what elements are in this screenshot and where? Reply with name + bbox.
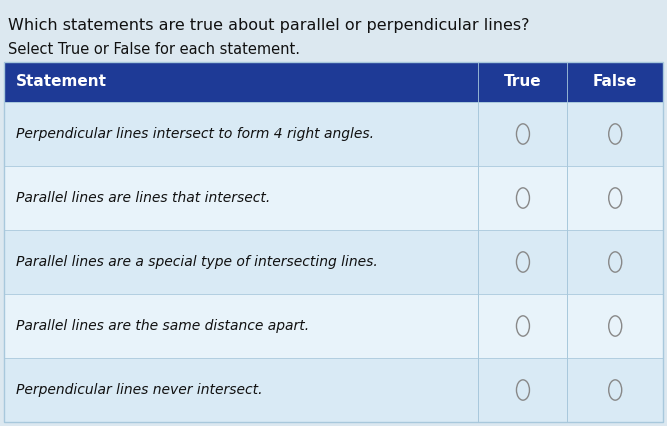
Text: Perpendicular lines intersect to form 4 right angles.: Perpendicular lines intersect to form 4 … (16, 127, 374, 141)
FancyBboxPatch shape (4, 294, 478, 358)
FancyBboxPatch shape (4, 230, 478, 294)
Text: Parallel lines are the same distance apart.: Parallel lines are the same distance apa… (16, 319, 309, 333)
FancyBboxPatch shape (4, 358, 478, 422)
Text: Which statements are true about parallel or perpendicular lines?: Which statements are true about parallel… (8, 18, 530, 33)
FancyBboxPatch shape (478, 102, 568, 166)
Text: Parallel lines are a special type of intersecting lines.: Parallel lines are a special type of int… (16, 255, 378, 269)
FancyBboxPatch shape (4, 166, 478, 230)
Text: Perpendicular lines never intersect.: Perpendicular lines never intersect. (16, 383, 263, 397)
FancyBboxPatch shape (568, 294, 663, 358)
FancyBboxPatch shape (568, 230, 663, 294)
FancyBboxPatch shape (478, 166, 568, 230)
FancyBboxPatch shape (568, 166, 663, 230)
Text: Select True or False for each statement.: Select True or False for each statement. (8, 42, 300, 57)
Text: Parallel lines are lines that intersect.: Parallel lines are lines that intersect. (16, 191, 270, 205)
FancyBboxPatch shape (568, 358, 663, 422)
FancyBboxPatch shape (478, 294, 568, 358)
FancyBboxPatch shape (4, 102, 478, 166)
Text: Statement: Statement (16, 75, 107, 89)
Text: False: False (593, 75, 638, 89)
Text: True: True (504, 75, 542, 89)
FancyBboxPatch shape (478, 358, 568, 422)
FancyBboxPatch shape (478, 230, 568, 294)
FancyBboxPatch shape (568, 102, 663, 166)
FancyBboxPatch shape (4, 62, 663, 102)
